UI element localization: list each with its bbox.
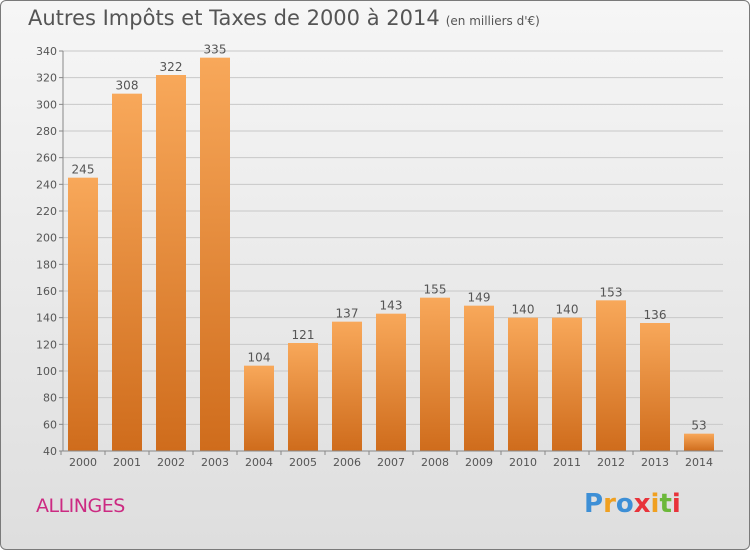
x-tick-label: 2013 xyxy=(641,456,669,469)
data-label: 104 xyxy=(248,351,271,365)
y-tick-label: 40 xyxy=(43,445,57,458)
logo-letter: i xyxy=(671,489,681,519)
chart-title-text: Autres Impôts et Taxes de 2000 à 2014 xyxy=(28,6,440,30)
data-label: 121 xyxy=(292,328,315,342)
data-label: 335 xyxy=(204,43,227,57)
y-tick-label: 80 xyxy=(43,392,57,405)
y-tick-label: 320 xyxy=(36,72,57,85)
bar-2013 xyxy=(640,323,670,451)
proxiti-logo: Proxiti xyxy=(584,489,681,519)
y-tick-label: 220 xyxy=(36,205,57,218)
x-tick-label: 2007 xyxy=(377,456,405,469)
data-label: 149 xyxy=(468,291,491,305)
bar-2003 xyxy=(200,57,230,452)
y-tick-label: 100 xyxy=(36,365,57,378)
y-tick-label: 200 xyxy=(36,232,57,245)
x-tick-label: 2001 xyxy=(113,456,141,469)
x-tick-label: 2012 xyxy=(597,456,625,469)
x-tick-label: 2014 xyxy=(685,456,713,469)
y-tick-label: 160 xyxy=(36,285,57,298)
data-label: 245 xyxy=(72,163,95,177)
bar-2012 xyxy=(596,300,626,451)
x-tick-label: 2003 xyxy=(201,456,229,469)
logo-letter: i xyxy=(650,489,660,519)
y-tick-label: 140 xyxy=(36,312,57,325)
data-label: 140 xyxy=(556,303,579,317)
bar-2010 xyxy=(508,317,538,451)
y-tick-label: 280 xyxy=(36,125,57,138)
x-tick-label: 2004 xyxy=(245,456,273,469)
data-label: 136 xyxy=(644,308,667,322)
data-label: 322 xyxy=(160,60,183,74)
commune-name: ALLINGES xyxy=(36,495,125,517)
data-label: 308 xyxy=(116,79,139,93)
y-tick-label: 260 xyxy=(36,152,57,165)
y-tick-label: 300 xyxy=(36,98,57,111)
x-tick-label: 2005 xyxy=(289,456,317,469)
data-label: 155 xyxy=(424,283,447,297)
bar-2004 xyxy=(244,365,274,451)
y-tick-label: 60 xyxy=(43,418,57,431)
logo-letter: o xyxy=(615,489,634,519)
y-tick-label: 180 xyxy=(36,258,57,271)
bar-2000 xyxy=(68,177,98,451)
bar-2014 xyxy=(684,433,714,451)
bar-2009 xyxy=(464,305,494,451)
y-tick-label: 120 xyxy=(36,338,57,351)
logo-letter: P xyxy=(584,489,604,519)
y-tick-label: 340 xyxy=(36,45,57,58)
data-label: 143 xyxy=(380,299,403,313)
logo-letter: r xyxy=(603,489,616,519)
x-tick-label: 2008 xyxy=(421,456,449,469)
x-tick-label: 2006 xyxy=(333,456,361,469)
chart-title: Autres Impôts et Taxes de 2000 à 2014 (en… xyxy=(28,6,540,30)
x-tick-label: 2009 xyxy=(465,456,493,469)
data-label: 153 xyxy=(600,285,623,299)
x-tick-label: 2011 xyxy=(553,456,581,469)
data-label: 137 xyxy=(336,307,359,321)
logo-letter: x xyxy=(633,489,651,519)
x-tick-label: 2000 xyxy=(69,456,97,469)
bar-2001 xyxy=(112,93,142,452)
y-tick-label: 240 xyxy=(36,178,57,191)
chart-subtitle: (en milliers d'€) xyxy=(445,14,540,28)
x-tick-label: 2002 xyxy=(157,456,185,469)
data-label: 53 xyxy=(691,419,706,433)
data-label: 140 xyxy=(512,303,535,317)
bar-2011 xyxy=(552,317,582,451)
bar-2005 xyxy=(288,343,318,451)
x-tick-label: 2010 xyxy=(509,456,537,469)
bar-2008 xyxy=(420,297,450,451)
logo-letter: t xyxy=(659,489,672,519)
bar-2002 xyxy=(156,75,186,451)
bar-2006 xyxy=(332,321,362,451)
bar-2007 xyxy=(376,313,406,451)
